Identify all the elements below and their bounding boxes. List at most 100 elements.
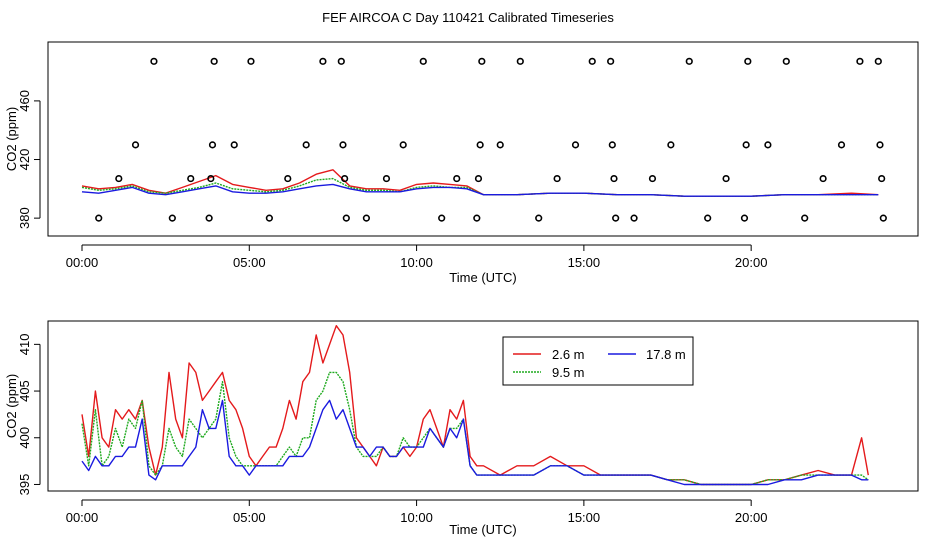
top-marker-point: [474, 174, 483, 183]
top-marker-point: [95, 214, 103, 222]
bottom-y-tick-label: 405: [17, 380, 32, 402]
bottom-x-tick-label: 00:00: [66, 510, 99, 525]
top-marker-point: [131, 141, 140, 149]
top-marker-point: [610, 174, 618, 183]
top-marker-point: [516, 57, 524, 65]
top-marker-point: [801, 214, 809, 222]
top-marker-point: [438, 214, 446, 222]
legend-label-17-8m: 17.8 m: [646, 347, 686, 362]
top-marker-point: [878, 174, 886, 183]
bottom-series-line-2-6m: [81, 325, 869, 486]
top-marker-point: [342, 214, 350, 222]
top-markers-group: [95, 57, 887, 222]
top-marker-point: [210, 57, 218, 65]
top-marker-point: [362, 214, 370, 222]
top-marker-point: [876, 141, 884, 149]
top-marker-point: [115, 174, 123, 183]
legend-label-9-5m: 9.5 m: [552, 365, 585, 380]
top-marker-point: [612, 214, 620, 222]
top-marker-point: [207, 174, 215, 183]
top-marker-point: [419, 57, 427, 65]
top-marker-point: [742, 141, 750, 149]
top-x-tick-label: 15:00: [568, 255, 601, 270]
top-marker-point: [571, 141, 580, 149]
top-marker-point: [837, 141, 846, 149]
bottom-x-tick-label: 20:00: [735, 510, 768, 525]
top-marker-point: [473, 214, 481, 222]
top-marker-point: [782, 57, 790, 65]
bottom-series-line-17-8m: [81, 399, 869, 486]
top-marker-point: [648, 174, 657, 183]
top-x-tick-label: 00:00: [66, 255, 99, 270]
top-marker-point: [879, 214, 887, 222]
top-marker-point: [704, 214, 712, 222]
top-y-axis: 380 420 460: [17, 90, 41, 229]
top-y-tick-label: 380: [17, 207, 32, 229]
top-marker-point: [740, 214, 749, 222]
bottom-y-tick-label: 400: [17, 427, 32, 449]
bottom-x-tick-label: 05:00: [233, 510, 266, 525]
top-panel: 00:00 05:00 10:00 15:00 20:00 380 420 460 Time…: [4, 41, 919, 285]
bottom-y-tick-label: 395: [17, 474, 32, 496]
top-x-axis: 00:00 05:00 10:00 15:00 20:00: [66, 244, 768, 270]
bottom-y-axis: 395 400 405 410: [17, 334, 41, 496]
bottom-x-axis-title: Time (UTC): [449, 522, 516, 537]
top-marker-point: [722, 174, 730, 183]
top-marker-point: [478, 57, 486, 65]
legend-box: [502, 336, 694, 386]
bottom-x-tick-label: 10:00: [400, 510, 433, 525]
bottom-panel: 00:00 05:00 10:00 15:00 20:00 395 400 405 410 T…: [4, 320, 919, 537]
bottom-x-axis: 00:00 05:00 10:00 15:00 20:00: [66, 499, 768, 525]
top-marker-point: [856, 57, 864, 65]
top-marker-point: [553, 174, 561, 183]
bottom-y-tick-label: 410: [17, 334, 32, 356]
top-series-group: [81, 169, 879, 197]
top-marker-point: [608, 141, 616, 149]
top-marker-point: [874, 57, 882, 65]
top-marker-point: [341, 174, 349, 183]
top-series-line-17-8m: [81, 183, 879, 197]
legend-label-2-6m: 2.6 m: [552, 347, 585, 362]
bottom-x-tick-label: 15:00: [568, 510, 601, 525]
top-marker-point: [284, 174, 292, 183]
bottom-plot-frame: [47, 320, 919, 492]
top-x-tick-label: 05:00: [233, 255, 266, 270]
top-marker-point: [667, 141, 675, 149]
bottom-y-axis-title: CO2 (ppm): [4, 374, 19, 438]
top-marker-point: [453, 174, 461, 183]
top-marker-point: [302, 141, 310, 149]
chart-title: FEF AIRCOA C Day 110421 Calibrated Times…: [322, 10, 614, 25]
top-marker-point: [208, 141, 217, 149]
top-y-tick-label: 460: [17, 90, 32, 112]
top-marker-point: [496, 141, 504, 149]
top-x-axis-title: Time (UTC): [449, 270, 516, 285]
top-marker-point: [399, 141, 407, 149]
top-x-tick-label: 10:00: [400, 255, 433, 270]
top-marker-point: [247, 57, 255, 65]
top-marker-point: [685, 57, 693, 65]
top-y-axis-title: CO2 (ppm): [4, 107, 19, 171]
top-marker-point: [205, 214, 213, 222]
top-marker-point: [187, 174, 195, 183]
top-x-tick-label: 20:00: [735, 255, 768, 270]
top-marker-point: [337, 57, 345, 65]
top-marker-point: [819, 174, 827, 183]
legend: 2.6 m 17.8 m 9.5 m: [502, 336, 694, 386]
top-marker-point: [588, 57, 596, 65]
top-marker-point: [607, 57, 615, 65]
top-marker-point: [230, 141, 238, 149]
top-marker-point: [319, 57, 327, 65]
top-series-line-2-6m: [81, 169, 879, 197]
bottom-series-group: [81, 325, 869, 486]
top-marker-point: [265, 214, 273, 222]
top-marker-point: [630, 214, 638, 222]
top-marker-point: [535, 214, 543, 222]
top-marker-point: [764, 141, 772, 149]
top-marker-point: [476, 141, 484, 149]
top-marker-point: [150, 57, 158, 65]
top-plot-frame: [47, 41, 919, 237]
top-marker-point: [382, 174, 391, 183]
top-marker-point: [339, 141, 347, 149]
top-y-tick-label: 420: [17, 149, 32, 171]
